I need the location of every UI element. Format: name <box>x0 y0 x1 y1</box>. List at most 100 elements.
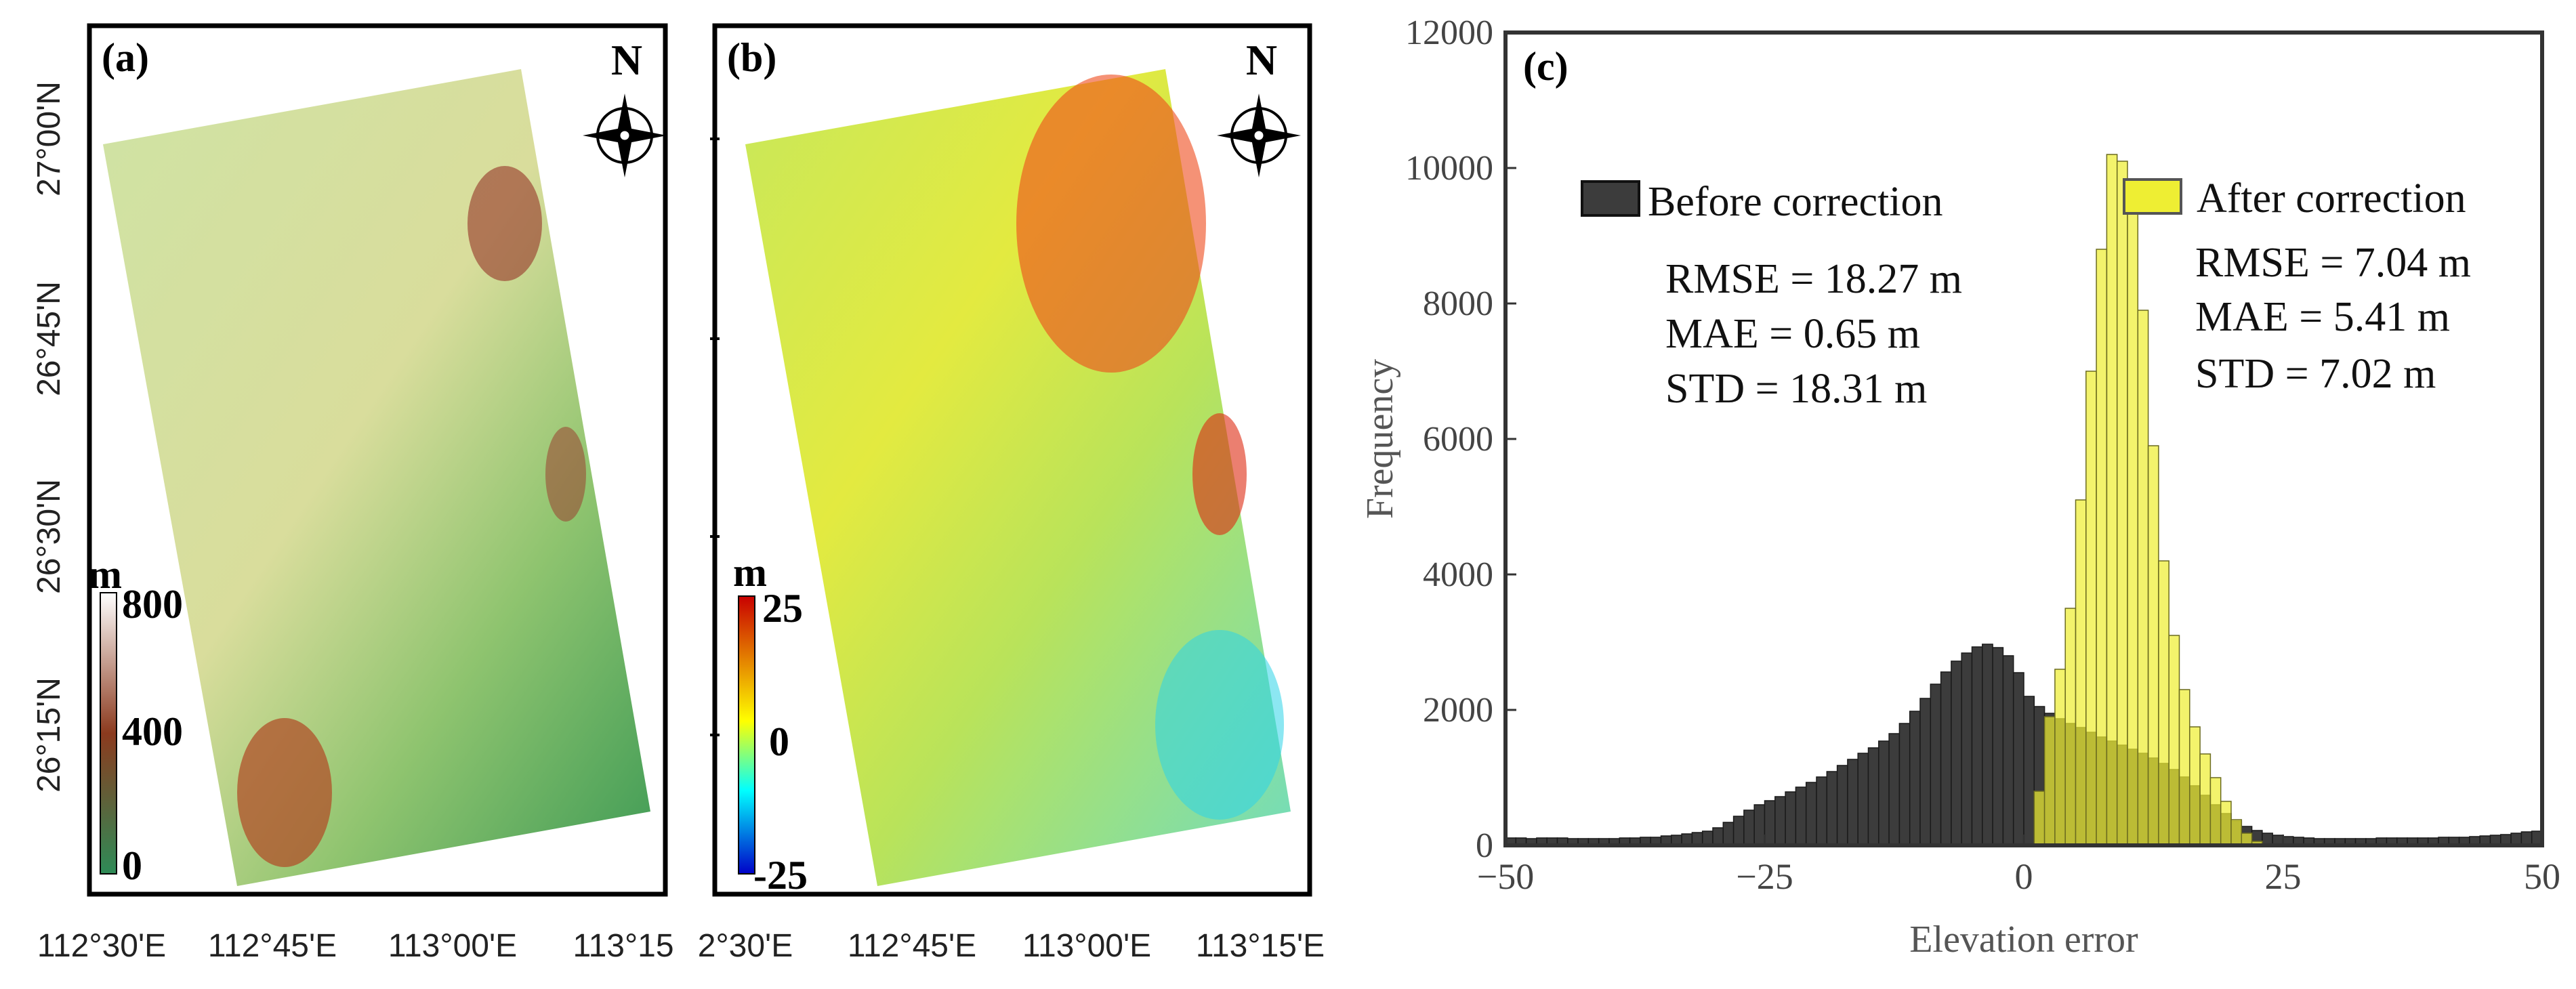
panel-a-legend-tick-0: 0 <box>122 843 142 888</box>
before-correction-bar <box>1701 830 1713 846</box>
before-correction-bar <box>1712 827 1724 846</box>
after-correction-bar <box>2127 208 2139 846</box>
panel-a-legend-unit: m <box>88 552 122 597</box>
after-correction-bar <box>2220 801 2232 846</box>
panel-a-legend-tick-800: 800 <box>122 582 183 627</box>
after-correction-bar <box>2085 371 2097 846</box>
panel-a-north-label: N <box>611 36 642 84</box>
x-tick-label: −25 <box>1736 856 1793 897</box>
before-correction-bar <box>1722 822 1734 846</box>
x-axis-ticks: −50 −25 0 25 50 <box>1477 835 2560 897</box>
before-correction-bar <box>2023 696 2035 846</box>
before-std: STD = 18.31 m <box>1665 366 1927 412</box>
panel-b-lon-label-2: 112°45'E <box>848 928 976 964</box>
legend-before-swatch <box>1581 180 1640 217</box>
after-rmse: RMSE = 7.04 m <box>2195 240 2471 286</box>
panel-b-legend-tick-0: 0 <box>769 719 789 764</box>
before-correction-bar <box>1982 644 1993 846</box>
before-correction-bar <box>1898 723 1911 846</box>
panel-b-lon-labels: 2°30'E 112°45'E 113°00'E 113°15'E <box>698 928 1325 964</box>
after-correction-bar <box>2209 777 2222 846</box>
panel-a-high-terrain-ne <box>468 166 542 281</box>
before-correction-bar <box>1888 733 1900 846</box>
panel-b-legend-bar <box>738 595 755 875</box>
before-correction-bar <box>1940 671 1952 846</box>
after-correction-bar <box>2137 310 2149 846</box>
after-correction-bar <box>2116 161 2128 846</box>
after-correction-bar <box>2043 716 2056 846</box>
after-correction-bar <box>2158 560 2169 846</box>
panel-a-lon-label-4: 113°15 <box>573 928 673 964</box>
after-correction-bar <box>2106 154 2118 846</box>
panel-b-legend-tick-25: 25 <box>762 586 803 631</box>
x-tick-label: 25 <box>2265 856 2302 897</box>
panel-b-legend-unit: m <box>733 550 767 595</box>
before-correction-bar <box>1930 683 1942 846</box>
y-tick-label: 6000 <box>1423 420 1493 459</box>
panel-a-high-terrain-se <box>237 718 332 867</box>
after-correction-bar <box>2199 753 2211 846</box>
y-tick-label: 2000 <box>1423 691 1493 730</box>
before-correction-bar <box>1909 711 1921 846</box>
after-correction-bar <box>2096 249 2108 846</box>
before-correction-bar <box>2002 655 2014 846</box>
panel-a-lon-label-2: 112°45'E <box>208 928 337 964</box>
panel-b-negative-error-se <box>1155 630 1284 820</box>
after-correction-bar <box>2168 635 2180 846</box>
x-tick-label: 50 <box>2524 856 2560 897</box>
before-correction-bar <box>1805 782 1817 846</box>
y-axis-ticks: 0 2000 4000 6000 8000 10000 12000 <box>1405 14 1516 865</box>
y-tick-label: 8000 <box>1423 285 1493 323</box>
legend-after: After correction RMSE = 7.04 m MAE = 5.4… <box>2123 175 2471 397</box>
panel-b-lon-label-4: 113°15'E <box>1196 928 1325 964</box>
after-correction-bar <box>2054 669 2066 846</box>
y-tick-label: 4000 <box>1423 555 1493 594</box>
panel-b-label: (b) <box>727 35 776 80</box>
before-correction-bar <box>1732 816 1745 846</box>
legend-after-swatch <box>2123 178 2182 215</box>
y-tick-label: 0 <box>1476 826 1493 865</box>
after-correction-bar <box>2064 608 2077 846</box>
after-correction-bar <box>2033 791 2045 846</box>
y-tick-label: 10000 <box>1405 149 1493 188</box>
after-correction-bar <box>2178 689 2190 846</box>
panel-b-compass-icon <box>1217 93 1301 177</box>
panel-a-label: (a) <box>102 35 149 80</box>
after-std: STD = 7.02 m <box>2195 351 2436 397</box>
after-correction-bar <box>2230 819 2243 846</box>
panel-a-legend-bar <box>100 592 117 875</box>
before-correction-bar <box>1992 647 2004 846</box>
before-correction-bar <box>1753 804 1766 846</box>
panel-a: (a) N m 800 400 0 27°00'N 26°45'N 26°30'… <box>31 23 674 964</box>
y-axis-label: Frequency <box>1359 359 1401 519</box>
before-rmse: RMSE = 18.27 m <box>1665 256 1962 302</box>
histogram-panel-label: (c) <box>1523 44 1569 89</box>
panel-b-north-label: N <box>1246 36 1277 84</box>
panel-a-compass-icon <box>583 93 667 177</box>
before-correction-bar <box>1878 740 1890 846</box>
panel-a-legend-tick-400: 400 <box>122 709 183 754</box>
before-correction-bar <box>2012 672 2024 846</box>
x-axis-label: Elevation error <box>1909 919 2138 961</box>
panel-b-legend-tick-minus-25: -25 <box>753 853 808 898</box>
before-correction-bar <box>1867 747 1879 846</box>
panel-b-positive-error-e <box>1192 413 1247 535</box>
panel-b: (b) N m 25 0 -25 2°30'E 112°45'E 113°00'… <box>698 23 1325 964</box>
panel-a-lon-label-1: 112°30'E <box>37 928 166 964</box>
panel-b-lon-label-1: 2°30'E <box>698 928 793 964</box>
lat-label-26-45: 26°45'N <box>31 281 67 396</box>
panel-b-positive-error-ne <box>1016 75 1206 373</box>
panel-a-high-terrain-e <box>545 427 586 522</box>
y-tick-label: 12000 <box>1405 14 1493 52</box>
before-correction-bar <box>1971 646 1983 846</box>
panel-a-lon-label-3: 113°00'E <box>388 928 517 964</box>
before-correction-bar <box>1774 796 1786 846</box>
before-mae: MAE = 0.65 m <box>1665 311 1920 357</box>
lat-label-27-00: 27°00'N <box>31 81 67 196</box>
legend-after-label: After correction <box>2197 175 2466 222</box>
legend-before-label: Before correction <box>1648 179 1943 225</box>
before-correction-bar <box>1795 786 1807 846</box>
before-correction-bar <box>1847 759 1858 846</box>
